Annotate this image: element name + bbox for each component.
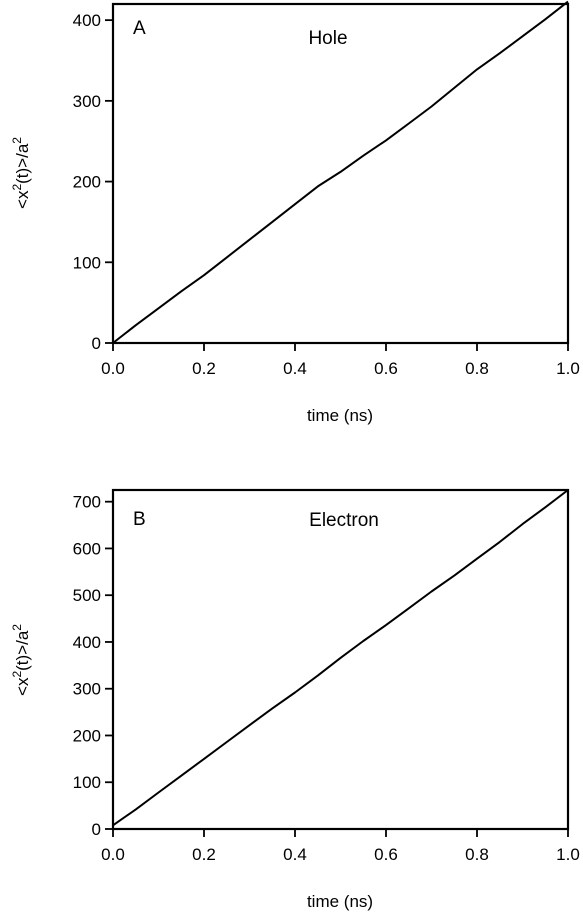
y-axis-title: <x2(t)>/a2 [10, 624, 32, 696]
y-tick-label: 100 [73, 253, 101, 272]
y-tick-label: 300 [73, 92, 101, 111]
y-tick-label: 700 [73, 493, 101, 512]
axis-ticks: 0.0 0.2 0.4 0.6 0.8 1.0 0 100 200 300 400 [73, 11, 580, 378]
y-tick-label: 300 [73, 680, 101, 699]
y-tick-label: 500 [73, 586, 101, 605]
panel-hole: A Hole 0.0 0.2 0.4 0.6 0.8 1.0 0 100 200 300 400 t… [10, 0, 580, 425]
panel-label: B [133, 509, 146, 530]
axis-ticks: 0.0 0.2 0.4 0.6 0.8 1.0 0 100 200 300 400 500 600 700 [73, 493, 580, 864]
plot-frame [111, 488, 570, 831]
x-tick-label: 0.8 [465, 845, 489, 864]
x-tick-label: 1.0 [556, 359, 580, 378]
y-tick-label: 400 [73, 11, 101, 30]
plot-frame [111, 2, 570, 345]
y-tick-label: 200 [73, 173, 101, 192]
panel-title: Electron [309, 510, 379, 531]
x-tick-label: 0.8 [465, 359, 489, 378]
x-tick-label: 0.2 [192, 845, 216, 864]
x-tick-label: 0.0 [101, 845, 125, 864]
x-axis-title: time (ns) [307, 892, 373, 911]
x-tick-label: 0.6 [374, 845, 398, 864]
x-axis-title: time (ns) [307, 406, 373, 425]
y-tick-label: 100 [73, 773, 101, 792]
panel-title: Hole [308, 28, 347, 49]
y-tick-label: 0 [92, 820, 101, 839]
x-tick-label: 0.4 [283, 845, 307, 864]
y-tick-label: 400 [73, 633, 101, 652]
panel-label: A [133, 18, 146, 39]
x-tick-label: 0.2 [192, 359, 216, 378]
series-line [112, 0, 569, 344]
x-tick-label: 0.4 [283, 359, 307, 378]
series-line [112, 489, 569, 827]
x-tick-label: 1.0 [556, 845, 580, 864]
y-tick-label: 200 [73, 726, 101, 745]
y-tick-label: 0 [92, 334, 101, 353]
x-tick-label: 0.6 [374, 359, 398, 378]
y-axis-title: <x2(t)>/a2 [10, 137, 32, 209]
y-tick-label: 600 [73, 539, 101, 558]
x-tick-label: 0.0 [101, 359, 125, 378]
panel-electron: B Electron 0.0 0.2 0.4 0.6 0.8 1.0 0 100 200 300 4… [10, 488, 580, 911]
